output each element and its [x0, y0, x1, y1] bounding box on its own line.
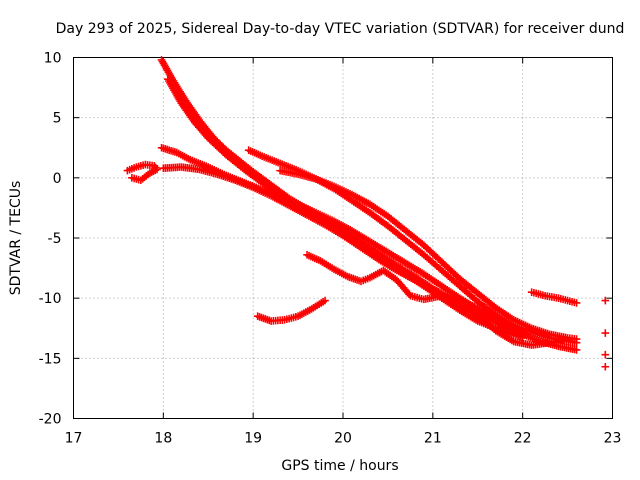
y-tick-label: -15 [39, 351, 62, 367]
data-point [559, 336, 567, 345]
x-axis-label: GPS time / hours [281, 458, 398, 474]
y-axis-label: SDTVAR / TECUs [8, 181, 24, 296]
x-tick-label: 18 [154, 431, 172, 447]
data-point [601, 296, 610, 305]
y-tick-label: -10 [39, 291, 62, 307]
series-arc-k [601, 296, 610, 371]
y-tick-label: 10 [44, 51, 62, 67]
series-arc-h [253, 296, 329, 325]
data-point [321, 296, 329, 305]
data-point [601, 329, 610, 337]
x-tick-labels: 17 18 19 20 21 22 23 [65, 431, 622, 447]
series-arc-i [123, 160, 161, 185]
y-tick-label: -5 [48, 231, 62, 247]
data-points [123, 56, 610, 371]
data-point [572, 346, 581, 354]
axis-ticks [73, 57, 613, 419]
x-tick-label: 19 [244, 431, 262, 447]
x-tick-label: 20 [334, 431, 352, 447]
x-tick-label: 22 [514, 431, 532, 447]
series-arc-g [303, 251, 567, 349]
y-tick-labels: 10 5 0 -5 -10 -15 -20 [39, 51, 62, 428]
data-point [601, 362, 610, 371]
chart-title: Day 293 of 2025, Sidereal Day-to-day VTE… [56, 21, 625, 37]
data-point [572, 335, 581, 343]
x-tick-label: 23 [604, 431, 622, 447]
series-arc-f [276, 166, 581, 343]
data-point [572, 299, 581, 307]
x-tick-label: 21 [424, 431, 442, 447]
data-point [601, 350, 610, 359]
y-tick-label: -20 [39, 412, 62, 428]
series-arc-j [527, 288, 581, 307]
y-tick-label: 5 [53, 111, 62, 127]
data-point [518, 328, 527, 336]
series-arc-b [164, 75, 527, 342]
data-point [128, 174, 136, 182]
y-tick-label: 0 [53, 171, 62, 187]
x-tick-label: 17 [65, 431, 83, 447]
